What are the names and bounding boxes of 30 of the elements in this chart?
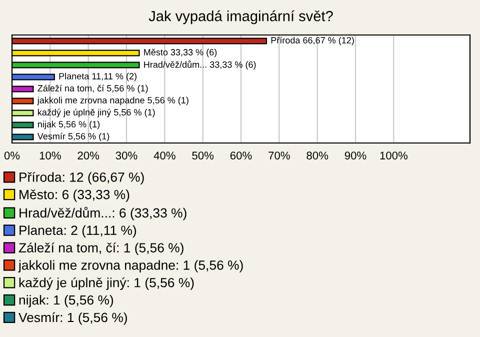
legend-label: Záleží na tom, čí: 1 (5,56 %) [18, 242, 184, 256]
x-tick-label: 10% [40, 152, 61, 160]
data-label: Planeta 11,11 % (2) [59, 72, 136, 82]
data-label: Záleží na tom, čí 5,56 % (1) [38, 84, 148, 94]
data-label: nijak 5,56 % (1) [38, 120, 100, 130]
legend-label: každý je úplně jiný: 1 (5,56 %) [19, 277, 194, 290]
x-tick-label: 80% [306, 152, 328, 160]
x-tick-label: 50% [192, 152, 214, 160]
x-tick-label: 30% [116, 152, 138, 160]
data-label: jakkoli me zrovna napadne 5,56 % (1) [37, 96, 188, 106]
legend-label: Vesmír: 1 (5,56 %) [18, 312, 127, 325]
x-tick-label: 60% [230, 152, 252, 160]
x-tick-label: 100% [380, 152, 408, 160]
data-label: Příroda 66,67 % (12) [271, 36, 354, 46]
legend-label: Hrad/věž/dům...: 6 (33,33 %) [20, 206, 186, 220]
data-label: každý je úplně jiný 5,56 % (1) [38, 108, 155, 118]
x-tick-label: 40% [154, 152, 176, 160]
x-tick-label: 20% [78, 152, 100, 160]
legend-label: nijak: 1 (5,56 %) [19, 294, 114, 308]
data-label: Hrad/věž/dům... 33,33 % (6) [144, 60, 256, 70]
x-tick-label: 0% [4, 152, 20, 160]
legend-label: Příroda: 12 (66,67 %) [20, 172, 144, 184]
x-tick-label: 90% [344, 152, 366, 160]
legend-label: Město: 6 (33,33 %) [20, 189, 130, 202]
x-tick-label: 70% [268, 152, 290, 160]
data-label: Město 33,33 % (6) [144, 48, 217, 58]
legend-label: jakkoli me zrovna napadne: 1 (5,56 %) [18, 260, 243, 272]
chart-title: Jak vypadá imaginární svět? [148, 10, 333, 24]
data-label: Vesmír 5,56 % (1) [37, 132, 110, 142]
legend-label: Planeta: 2 (11,11 %) [20, 225, 136, 238]
